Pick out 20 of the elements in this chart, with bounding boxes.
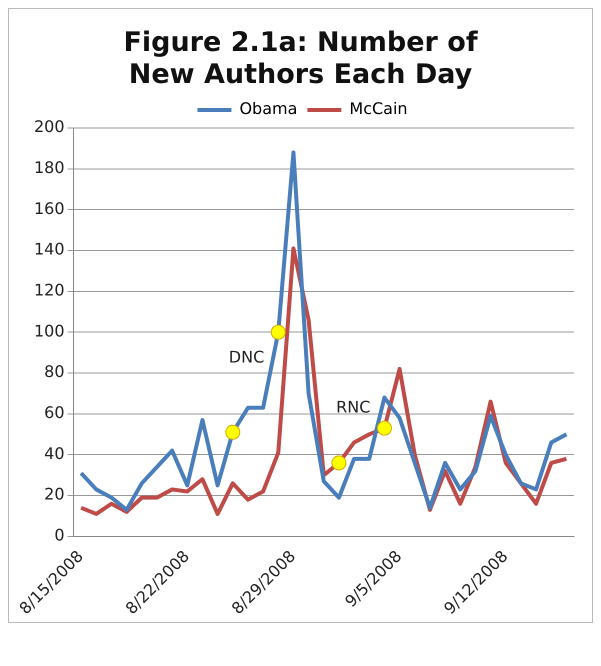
point [331, 455, 346, 470]
y-tick-label: 40 [44, 444, 65, 463]
y-tick-label: 0 [54, 525, 65, 544]
point [225, 424, 240, 440]
y-tick-label: 20 [44, 484, 65, 504]
y-tick-label: 180 [34, 158, 65, 177]
point [376, 420, 392, 436]
annotation: DNC [228, 347, 264, 366]
y-tick-label: 120 [34, 280, 65, 300]
chart-title: Figure 2.1a: Number of New Authors Each Day [122, 27, 479, 92]
y-tick-label: 160 [34, 198, 65, 218]
y-tick-label: 80 [44, 362, 65, 381]
legend-label: McCain [349, 98, 408, 118]
y-tick-label: 100 [34, 321, 65, 340]
y-tick-label: 60 [44, 402, 65, 422]
point [270, 324, 286, 340]
y-tick-label: 200 [34, 116, 65, 136]
legend-label: Obama [239, 98, 298, 118]
y-tick-label: 140 [34, 239, 65, 258]
annotation: RNC [336, 397, 370, 416]
